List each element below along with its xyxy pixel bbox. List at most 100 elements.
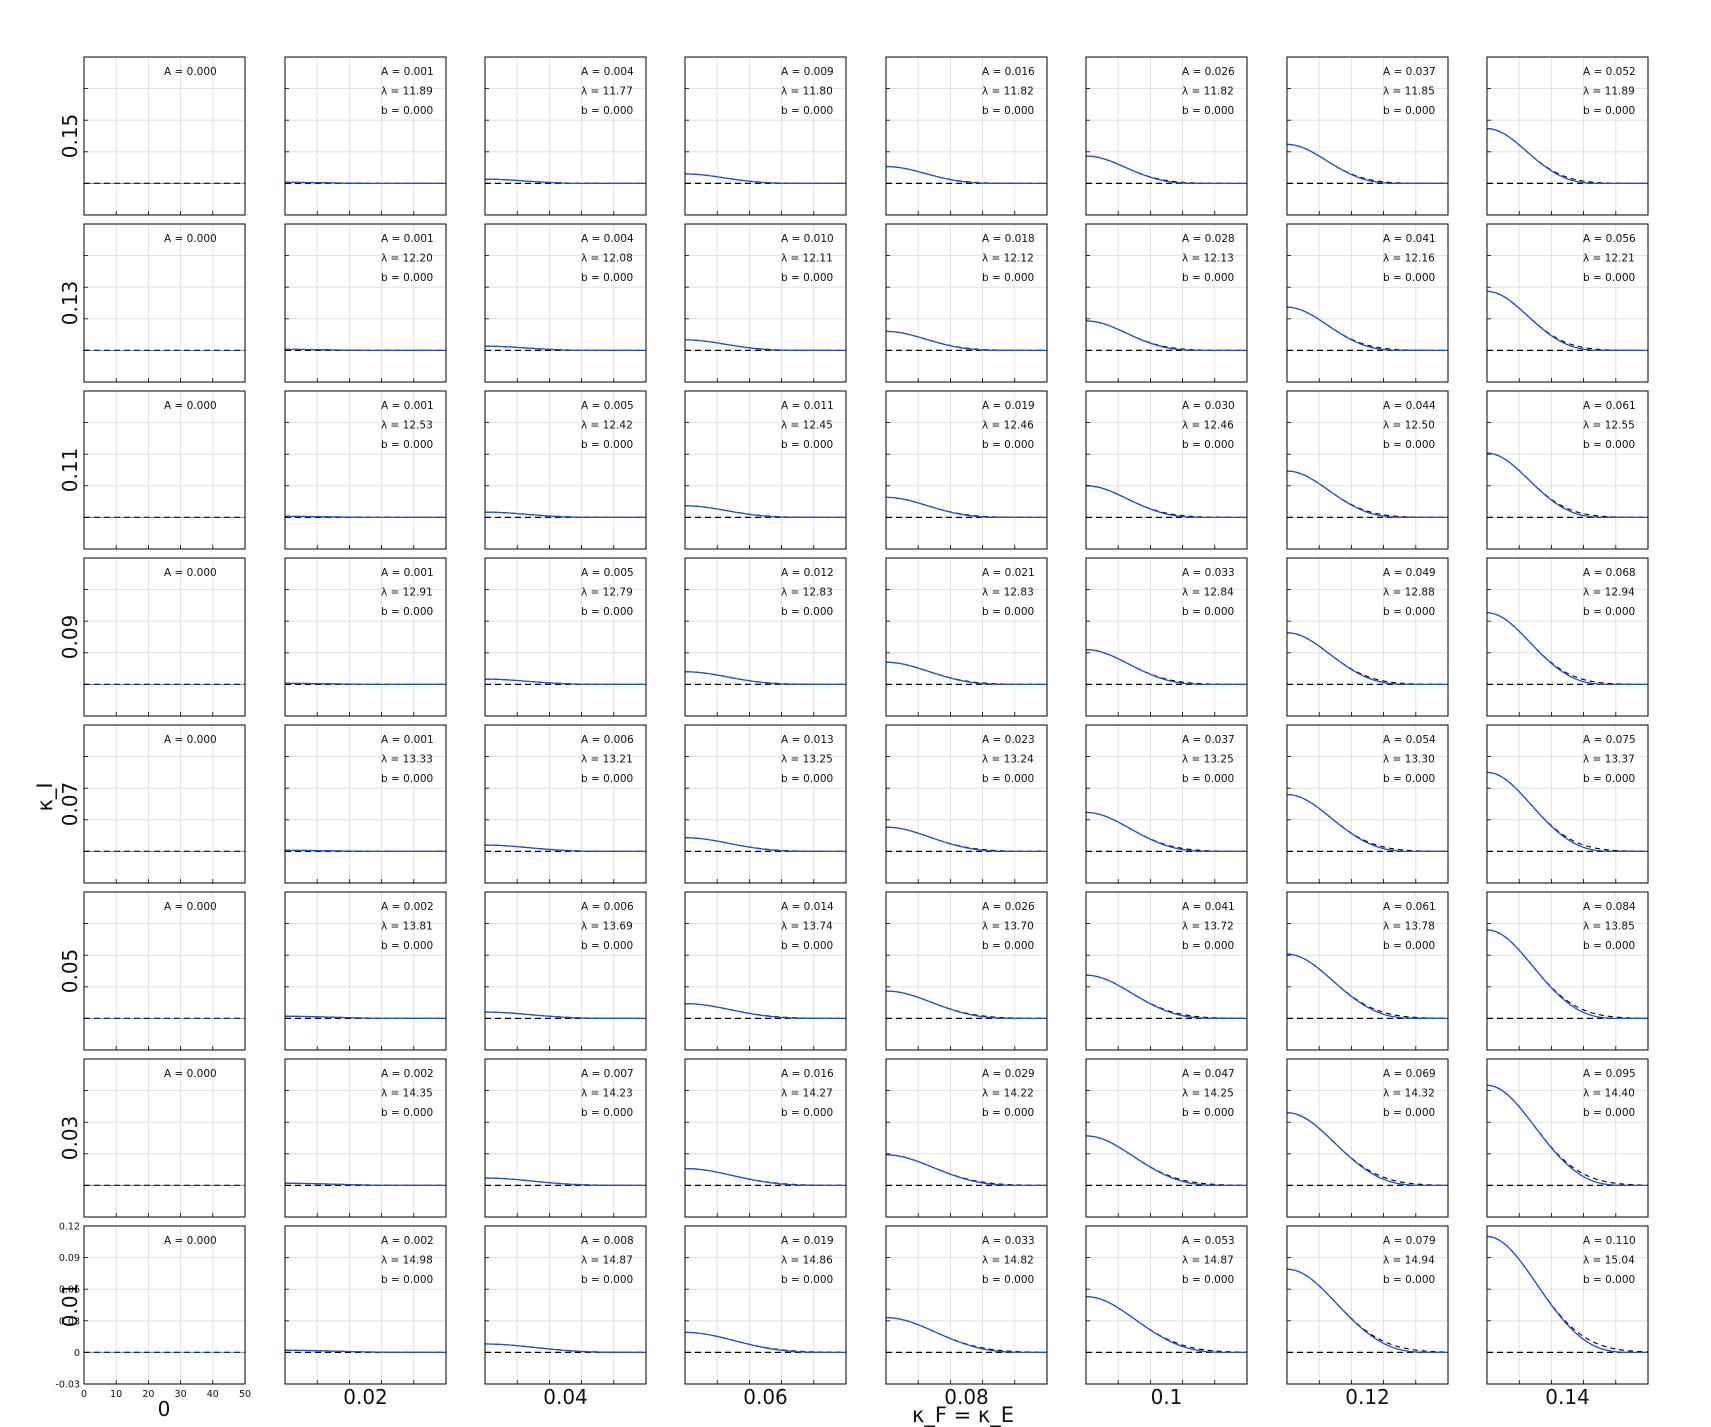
panel-frame [83,223,246,383]
param-text-2: b = 0.000 [982,105,1034,117]
param-text-0: A = 0.006 [581,901,634,913]
param-text-0: A = 0.026 [1182,66,1235,78]
param-text-0: A = 0.000 [164,233,217,245]
panel-r4-c1: A = 0.001 λ = 13.33 b = 0.000 [284,724,447,884]
data-curve [1286,1268,1448,1354]
column-label-5: 0.1 [1151,1385,1183,1409]
param-text-2: b = 0.000 [1383,439,1435,451]
param-text-0: A = 0.014 [781,901,834,913]
data-curve [1286,793,1448,853]
panel-frame [1286,1058,1449,1218]
x-axis-label: κ_F = κ_E [912,1403,1014,1427]
param-text-2: b = 0.000 [1383,1107,1435,1119]
data-curve [1085,1295,1247,1354]
param-text-1: λ = 12.83 [781,587,833,599]
panel-r1-c2: A = 0.004 λ = 12.08 b = 0.000 [484,223,647,383]
param-text-0: A = 0.008 [581,1235,634,1247]
param-text-0: A = 0.000 [164,400,217,412]
column-label-7: 0.14 [1545,1385,1590,1409]
param-text-0: A = 0.006 [581,734,634,746]
y-axis-label: κ_I [33,782,58,811]
param-text-0: A = 0.012 [781,567,834,579]
panel-r0-c5: A = 0.026 λ = 11.82 b = 0.000 [1085,56,1248,216]
param-text-2: b = 0.000 [581,940,633,952]
panel-frame [885,56,1048,216]
fit-curve [1286,1112,1449,1186]
param-text-2: b = 0.000 [1182,940,1234,952]
param-text-2: b = 0.000 [982,272,1034,284]
panel-frame [1286,557,1449,717]
x-tick-label-5: 50 [239,1389,251,1400]
param-text-1: λ = 12.21 [1583,253,1635,265]
data-curve [484,511,646,519]
param-text-2: b = 0.000 [982,940,1034,952]
param-text-0: A = 0.002 [381,901,434,913]
param-text-2: b = 0.000 [581,105,633,117]
panel-frame [1286,56,1449,216]
data-curve [885,165,1047,185]
param-text-0: A = 0.023 [982,734,1035,746]
fit-curve [1486,452,1649,518]
param-text-0: A = 0.049 [1383,567,1436,579]
param-text-2: b = 0.000 [1583,105,1635,117]
param-text-1: λ = 12.79 [581,587,633,599]
data-curve [285,1015,446,1020]
param-text-0: A = 0.061 [1383,901,1436,913]
data-curve [1486,1084,1648,1187]
param-text-1: λ = 12.46 [1182,420,1234,432]
param-text-2: b = 0.000 [581,439,633,451]
panel-r7-c6: A = 0.079 λ = 14.94 b = 0.000 [1286,1225,1449,1385]
data-curve [684,1331,846,1354]
data-curve [684,173,846,185]
data-curve [1085,974,1247,1020]
panel-frame [885,891,1048,1051]
panel-r1-c1: A = 0.001 λ = 12.20 b = 0.000 [284,223,447,383]
data-curve [684,1003,846,1020]
y-tick-label-5: 0.12 [59,1222,80,1233]
panel-r7-c1: A = 0.002 λ = 14.98 b = 0.000 [284,1225,447,1385]
param-text-2: b = 0.000 [982,439,1034,451]
param-text-0: A = 0.000 [164,734,217,746]
param-text-1: λ = 15.04 [1583,1255,1635,1267]
panel-r7-c2: A = 0.008 λ = 14.87 b = 0.000 [484,1225,647,1385]
panel-r7-c3: A = 0.019 λ = 14.86 b = 0.000 [684,1225,847,1385]
param-text-1: λ = 13.21 [581,754,633,766]
row-label-1: 0.13 [58,281,82,326]
panel-r6-c7: A = 0.095 λ = 14.40 b = 0.000 [1486,1058,1649,1218]
param-text-2: b = 0.000 [381,439,433,451]
param-text-1: λ = 14.87 [1182,1255,1234,1267]
panel-r0-c6: A = 0.037 λ = 11.85 b = 0.000 [1286,56,1449,216]
panel-r4-c5: A = 0.037 λ = 13.25 b = 0.000 [1085,724,1248,884]
param-text-2: b = 0.000 [1182,606,1234,618]
param-text-2: b = 0.000 [381,105,433,117]
panel-r3-c4: A = 0.021 λ = 12.83 b = 0.000 [885,557,1048,717]
column-label-2: 0.04 [543,1385,588,1409]
param-text-1: λ = 12.20 [381,253,433,265]
param-text-1: λ = 12.53 [381,420,433,432]
param-text-1: λ = 12.83 [982,587,1034,599]
param-text-0: A = 0.005 [581,567,634,579]
panel-frame [83,56,246,216]
param-text-0: A = 0.002 [381,1235,434,1247]
data-curve [1085,1135,1247,1187]
panel-r5-c1: A = 0.002 λ = 13.81 b = 0.000 [284,891,447,1051]
param-text-2: b = 0.000 [781,272,833,284]
param-text-2: b = 0.000 [581,773,633,785]
param-text-0: A = 0.037 [1383,66,1436,78]
param-text-0: A = 0.069 [1383,1068,1436,1080]
panel-frame [1085,557,1248,717]
param-text-1: λ = 14.35 [381,1088,433,1100]
data-curve [1286,953,1448,1020]
panel-frame [284,891,447,1051]
param-text-1: λ = 11.82 [1182,86,1234,98]
panel-frame [1286,223,1449,383]
data-curve [1085,485,1247,519]
param-text-0: A = 0.010 [781,233,834,245]
row-label-3: 0.09 [58,615,82,660]
param-text-1: λ = 13.30 [1383,754,1435,766]
param-text-1: λ = 12.16 [1383,253,1435,265]
data-curve [1286,632,1448,686]
param-text-1: λ = 13.72 [1182,921,1234,933]
param-text-0: A = 0.019 [781,1235,834,1247]
panel-r5-c0: A = 0.000 [83,891,246,1051]
